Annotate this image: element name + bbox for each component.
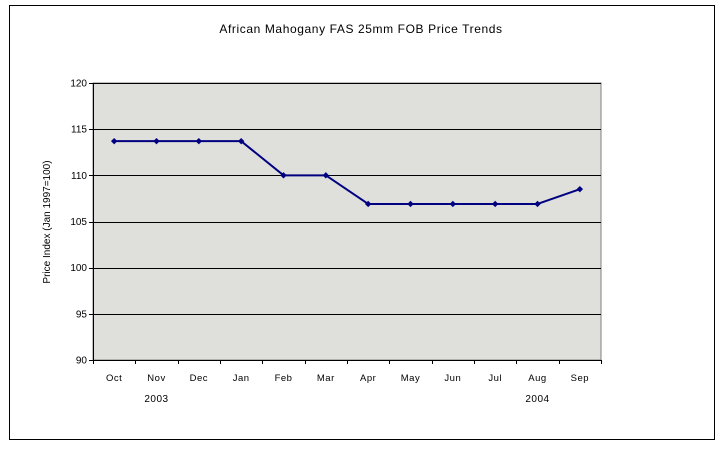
data-point <box>110 137 118 145</box>
x-tick-label: Sep <box>571 373 589 384</box>
data-point <box>576 185 584 193</box>
x-tick-label: Jan <box>233 373 250 384</box>
x-tick-labels: Oct Nov Dec Jan Feb Mar Apr May Jun Jul Aug Sep <box>106 373 589 384</box>
data-point <box>364 200 372 208</box>
year-label: 2004 <box>525 394 549 405</box>
gridlines <box>93 83 601 315</box>
x-tick-label: Aug <box>528 373 546 384</box>
x-tick-label: Nov <box>147 373 165 384</box>
data-point <box>153 137 160 145</box>
y-tick-labels: 90 95 100 105 110 115 120 <box>70 79 87 367</box>
series-group <box>110 137 584 208</box>
chart-title: African Mahogany FAS 25mm FOB Price Tren… <box>219 22 502 36</box>
year-labels: 2003 2004 <box>144 394 549 405</box>
y-axis-label: Price Index (Jan 1997=100) <box>42 160 53 283</box>
data-point <box>449 200 457 208</box>
y-tick-label: 95 <box>76 309 88 320</box>
x-tick-label: Apr <box>360 373 376 384</box>
series-line <box>114 140 581 205</box>
y-tick-label: 105 <box>70 217 87 228</box>
x-tick-label: Feb <box>275 373 293 384</box>
plot-area <box>92 82 602 361</box>
y-tick-label: 90 <box>76 356 88 367</box>
data-point <box>534 200 541 208</box>
axes <box>89 83 602 364</box>
data-point <box>491 200 499 208</box>
x-tick-label: May <box>401 373 420 384</box>
x-tick-label: Dec <box>190 373 208 384</box>
data-point <box>280 172 287 179</box>
x-tick-label: Oct <box>106 373 122 384</box>
y-tick-label: 120 <box>70 79 87 90</box>
data-point <box>407 200 414 208</box>
x-tick-label: Jul <box>488 373 502 384</box>
y-tick-label: 110 <box>71 171 87 182</box>
x-tick-label: Mar <box>317 373 335 384</box>
y-tick-label: 115 <box>71 125 87 136</box>
year-label: 2003 <box>144 394 168 405</box>
data-point <box>237 137 245 145</box>
x-tick-label: Jun <box>444 373 461 384</box>
data-point <box>195 137 203 145</box>
y-tick-label: 100 <box>70 263 87 274</box>
data-point <box>322 172 330 179</box>
